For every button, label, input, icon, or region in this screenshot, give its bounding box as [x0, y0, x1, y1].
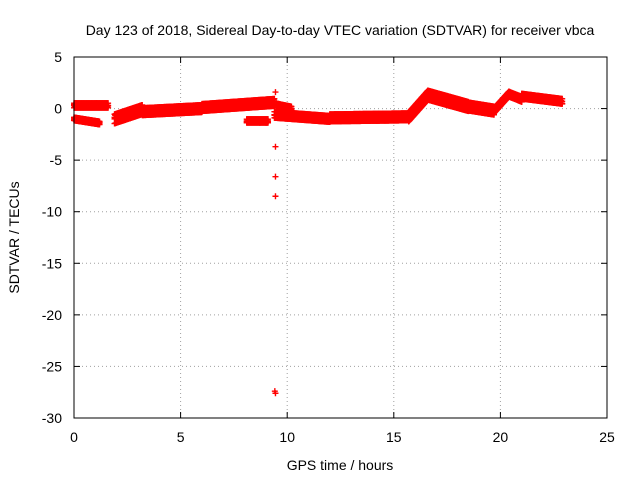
- x-tick-label: 10: [279, 429, 295, 445]
- y-tick-label: -10: [42, 204, 62, 220]
- y-tick-label: -20: [42, 307, 62, 323]
- x-tick-label: 20: [493, 429, 509, 445]
- y-tick-label: -15: [42, 255, 62, 271]
- data-point: [559, 100, 566, 107]
- data-point: [272, 173, 279, 180]
- plot-border: [73, 56, 608, 419]
- data-point: [288, 106, 295, 113]
- data-point: [272, 89, 279, 96]
- y-tick-label: -30: [42, 410, 62, 426]
- series-sdtvar: [71, 87, 566, 397]
- x-tick-label: 25: [599, 429, 615, 445]
- x-tick-label: 15: [386, 429, 402, 445]
- y-axis-label: SDTVAR / TECUs: [6, 181, 22, 293]
- x-tick-label: 0: [70, 429, 78, 445]
- x-axis-label: GPS time / hours: [287, 457, 394, 473]
- y-tick-label: 5: [54, 49, 62, 65]
- y-tick-label: -5: [50, 152, 63, 168]
- data-point: [265, 118, 272, 125]
- x-tick-label: 5: [177, 429, 185, 445]
- y-tick-label: 0: [54, 101, 62, 117]
- data-point: [272, 193, 279, 200]
- tick-labels: 0 5 10 15 20 25 5 0 -5 -10 -15 -20 -25 -30: [42, 49, 615, 445]
- data-point: [272, 390, 279, 397]
- chart-title: Day 123 of 2018, Sidereal Day-to-day VTE…: [86, 22, 595, 38]
- data-point: [96, 119, 103, 126]
- y-tick-label: -25: [42, 358, 62, 374]
- data-point: [272, 143, 279, 150]
- data-point: [105, 102, 112, 109]
